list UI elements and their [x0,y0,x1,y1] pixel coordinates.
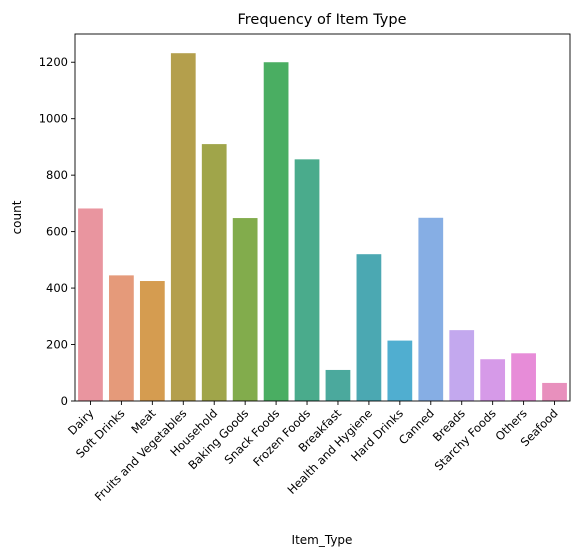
bars-group [78,53,567,401]
y-tick-label: 800 [46,168,68,182]
bar-health-and-hygiene [356,254,382,401]
bar-canned [418,217,444,401]
bar-frozen-foods [294,159,320,401]
bar-others [511,353,536,401]
plot-frame [74,33,571,402]
bar-starchy-foods [480,359,506,401]
bar-hard-drinks [387,340,413,401]
bar-breads [449,330,475,401]
y-tick-label: 0 [61,394,68,408]
bar-dairy [78,208,103,401]
y-tick-label: 1200 [39,55,68,69]
y-tick-label: 400 [46,281,68,295]
chart-title: Frequency of Item Type [237,12,406,28]
x-axis-label: Item_Type [292,533,353,547]
bar-fruits-and-vegetables [170,53,196,401]
bar-seafood [542,382,567,401]
bar-meat [139,281,165,401]
bar-soft-drinks [109,275,134,401]
bar-household [201,144,227,401]
y-tick-label: 600 [46,225,68,239]
bar-snack-foods [263,62,289,401]
y-tick-label: 200 [46,338,68,352]
y-axis-label: count [10,200,24,234]
bar-baking-goods [232,218,258,401]
y-tick-label: 1000 [39,112,68,126]
y-axis: 0 200 400 600 800 1000 1200 [39,55,75,408]
bar-breakfast [325,369,351,401]
